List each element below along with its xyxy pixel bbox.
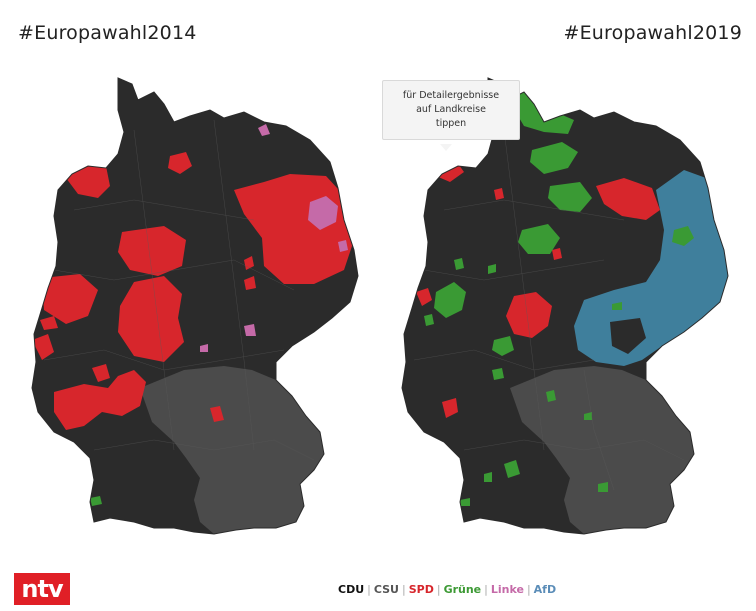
- afd-region-east[interactable]: [574, 170, 728, 366]
- district-lines: [413, 129, 685, 491]
- tooltip-line-2: auf Landkreise: [416, 104, 486, 115]
- tooltip-line-3: tippen: [435, 118, 467, 129]
- legend-item-afd: AfD: [533, 583, 557, 596]
- tooltip-arrow: [440, 144, 452, 151]
- legend: CDU | CSU | SPD | Grüne | Linke | AfD: [338, 583, 557, 596]
- title-2019: #Europawahl2019: [563, 22, 742, 44]
- tooltip-hint: für Detailergebnisse auf Landkreise tipp…: [382, 80, 520, 140]
- cdu-region-east[interactable]: [610, 318, 646, 354]
- legend-item-gruene: Grüne: [443, 583, 482, 596]
- gruene-region[interactable]: [90, 496, 102, 506]
- spd-regions[interactable]: [416, 158, 660, 418]
- map-2019[interactable]: [384, 70, 744, 545]
- csu-region-bavaria[interactable]: [510, 366, 694, 534]
- map-2014[interactable]: [14, 70, 374, 545]
- ntv-logo: ntv: [14, 573, 70, 605]
- csu-region-bavaria[interactable]: [140, 366, 324, 534]
- legend-item-cdu: CDU: [338, 583, 365, 596]
- linke-regions[interactable]: [200, 124, 348, 352]
- title-2014: #Europawahl2014: [18, 22, 197, 44]
- district-lines: [43, 119, 315, 461]
- legend-item-spd: SPD: [408, 583, 434, 596]
- legend-item-linke: Linke: [490, 583, 524, 596]
- tooltip-line-1: für Detailergebnisse: [402, 90, 500, 101]
- legend-item-csu: CSU: [373, 583, 399, 596]
